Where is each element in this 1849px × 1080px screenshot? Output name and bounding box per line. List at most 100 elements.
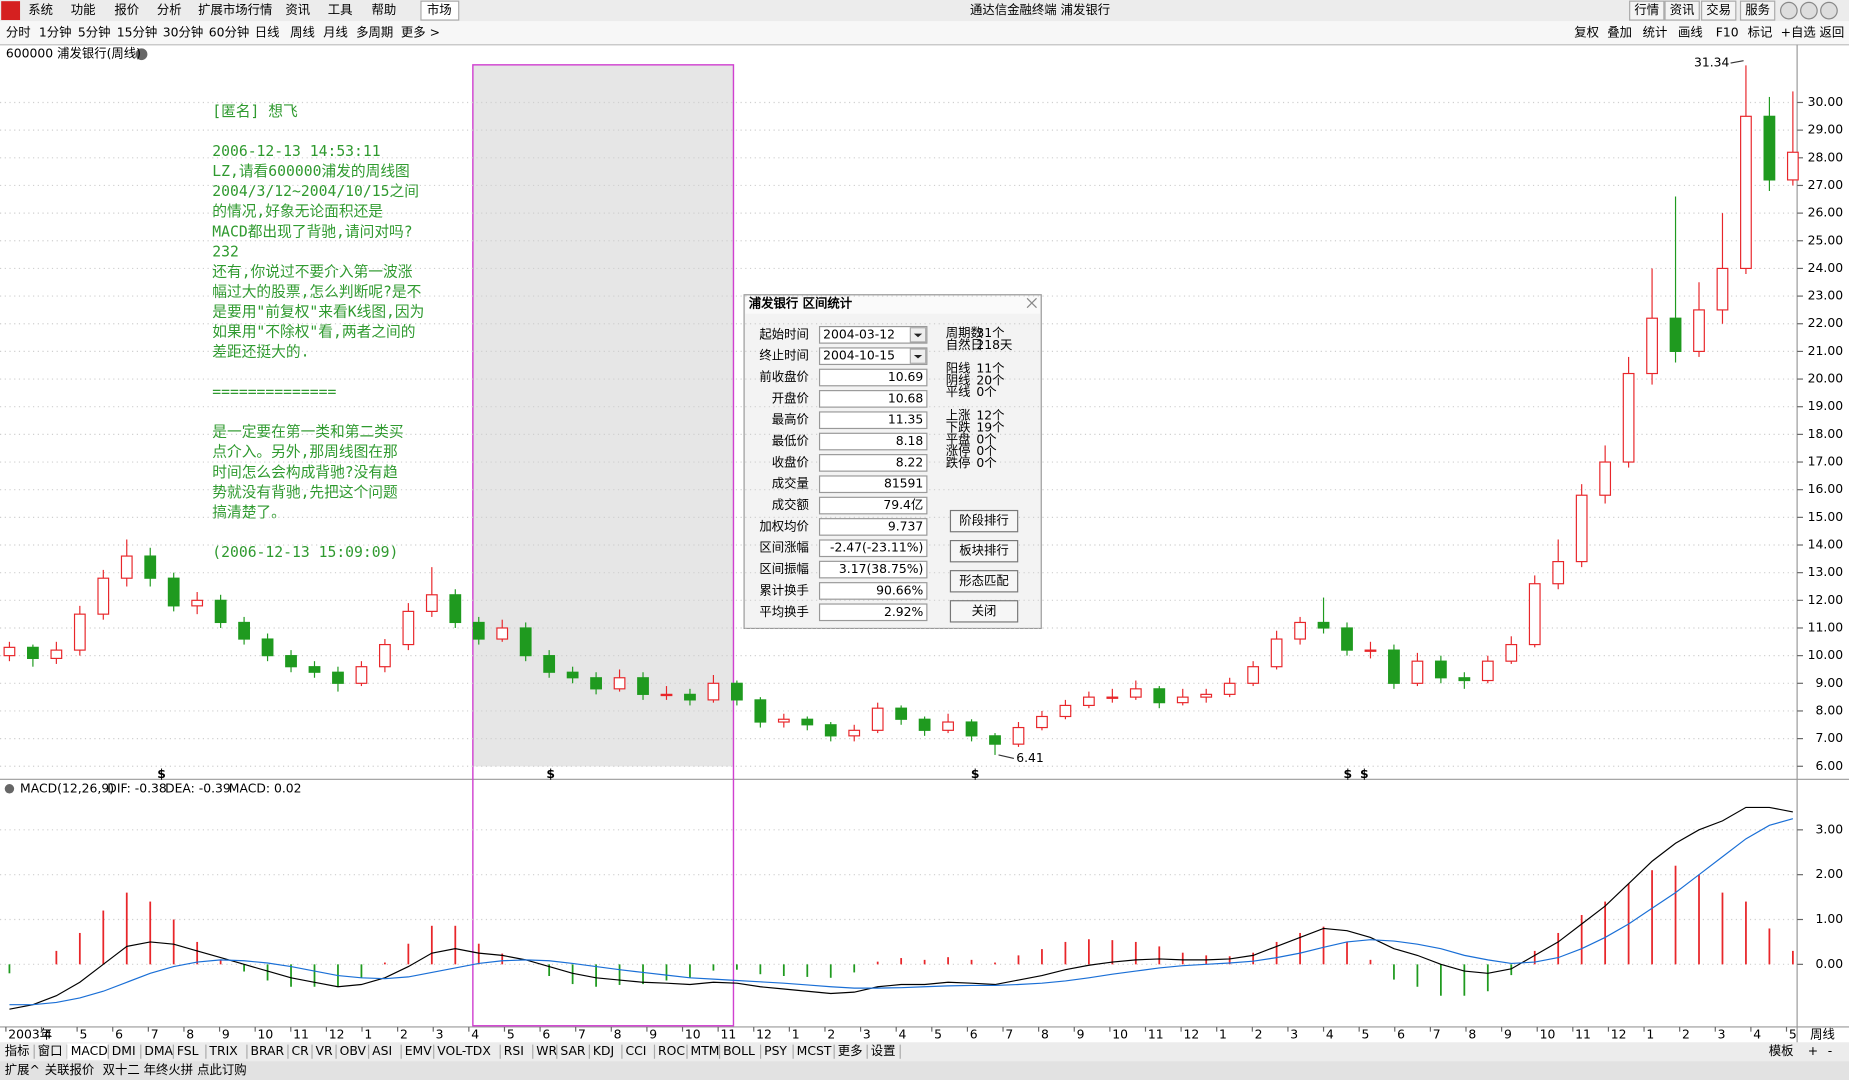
top-button-label[interactable]: 交易: [1706, 2, 1731, 17]
tool-button[interactable]: 统计: [1643, 26, 1668, 40]
indicator-tab[interactable]: SAR: [560, 1044, 586, 1058]
dialog-button[interactable]: [949, 509, 1019, 533]
indicator-tab[interactable]: VR: [316, 1044, 333, 1058]
status-item[interactable]: 扩展^: [5, 1063, 40, 1077]
indicator-tab[interactable]: DMI: [112, 1044, 136, 1058]
indicator-tab[interactable]: WR: [536, 1044, 557, 1058]
x-tick-label: 4: [899, 1028, 907, 1042]
menu-item[interactable]: 工具: [328, 3, 353, 17]
tab-tool[interactable]: -: [1828, 1044, 1832, 1058]
indicator-tab[interactable]: BOLL: [723, 1044, 755, 1058]
tool-button[interactable]: 返回: [1820, 26, 1845, 40]
indicator-tab[interactable]: TRIX: [208, 1044, 238, 1058]
indicator-tab[interactable]: 设置: [871, 1043, 896, 1058]
x-tick-label: 2: [1255, 1028, 1263, 1042]
indicator-tab[interactable]: MCST: [797, 1044, 832, 1058]
menu-item[interactable]: 帮助: [371, 3, 396, 17]
top-button[interactable]: [1664, 0, 1700, 21]
dialog-button-label[interactable]: 形态匹配: [959, 574, 1009, 588]
window-control[interactable]: [1780, 1, 1798, 20]
indicator-tab[interactable]: MACD: [71, 1044, 108, 1058]
stat-value: 12个: [976, 409, 1004, 423]
status-item[interactable]: 双十二 年终火拼 点此订购: [103, 1062, 247, 1077]
menu-item[interactable]: 扩展市场行情: [198, 2, 272, 17]
candle-body: [1176, 696, 1189, 704]
y-tick-label: 7.00: [1816, 731, 1844, 745]
menu-item[interactable]: 功能: [71, 3, 96, 17]
period-tab[interactable]: 5分钟: [78, 25, 111, 40]
dropdown-arrow[interactable]: [913, 333, 923, 338]
top-button[interactable]: [1629, 0, 1665, 21]
dialog-button-label[interactable]: 关闭: [972, 604, 997, 618]
top-button-label[interactable]: 服务: [1745, 2, 1770, 17]
period-tab[interactable]: 多周期: [356, 26, 393, 40]
tool-button[interactable]: 叠加: [1607, 26, 1632, 40]
candle-body: [402, 610, 415, 646]
x-tick-label: 6: [970, 1028, 978, 1042]
period-tab[interactable]: 60分钟: [209, 25, 250, 40]
period-tab[interactable]: 15分钟: [117, 25, 158, 40]
period-tab[interactable]: 30分钟: [163, 25, 204, 40]
x-tick-label: 11: [1575, 1028, 1591, 1042]
indicator-tab[interactable]: DMA: [144, 1044, 173, 1058]
min-arrow: [998, 754, 1015, 760]
indicator-tab[interactable]: CCI: [625, 1044, 646, 1058]
period-tab[interactable]: 更多 >: [401, 26, 440, 40]
indicator-tab[interactable]: 指标: [5, 1043, 30, 1058]
top-button-label[interactable]: 资讯: [1670, 3, 1695, 17]
top-button-label[interactable]: 行情: [1634, 3, 1659, 17]
tool-button[interactable]: F10: [1716, 26, 1739, 40]
period-tab[interactable]: 1分钟: [39, 25, 72, 40]
indicator-tab[interactable]: RSI: [504, 1044, 524, 1058]
dropdown-arrow[interactable]: [913, 355, 923, 359]
note-line: 的情况,好象无论面积还是: [212, 203, 383, 220]
dialog-button[interactable]: [949, 570, 1019, 593]
menu-item[interactable]: 系统: [28, 3, 53, 17]
period-tab[interactable]: 月线: [323, 26, 348, 40]
indicator-tab[interactable]: 更多: [838, 1044, 863, 1058]
tool-button[interactable]: 画线: [1678, 26, 1703, 40]
indicator-tab[interactable]: ASI: [372, 1044, 392, 1058]
status-item[interactable]: 关联报价: [45, 1062, 95, 1077]
top-button[interactable]: [1701, 0, 1737, 21]
tool-button[interactable]: 复权: [1574, 25, 1599, 40]
menu-item[interactable]: 报价: [114, 2, 139, 17]
indicator-tab[interactable]: KDJ: [593, 1044, 614, 1058]
indicator-tab[interactable]: PSY: [764, 1044, 787, 1058]
period-tab[interactable]: 日线: [255, 26, 280, 40]
indicator-tab[interactable]: ROC: [658, 1044, 685, 1058]
indicator-tab[interactable]: 窗口: [38, 1044, 63, 1058]
dialog-button-label[interactable]: 阶段排行: [959, 513, 1009, 528]
window-control[interactable]: [1820, 1, 1838, 20]
dialog-button-label[interactable]: 板块排行: [959, 544, 1009, 558]
tab-tool[interactable]: 模板: [1769, 1044, 1794, 1058]
x-tick-label: 4: [44, 1028, 52, 1042]
period-tab[interactable]: 分时: [6, 26, 31, 40]
dialog-button[interactable]: [949, 600, 1019, 623]
field-label: 最低价: [772, 434, 809, 448]
dialog-button[interactable]: [949, 540, 1019, 563]
indicator-tab[interactable]: VOL-TDX: [437, 1044, 491, 1058]
period-tab[interactable]: 周线: [290, 26, 315, 40]
tab-tool[interactable]: +: [1808, 1044, 1818, 1058]
indicator-tab[interactable]: MTM: [691, 1044, 720, 1058]
indicator-tab[interactable]: BRAR: [250, 1044, 284, 1058]
indicator-tab[interactable]: OBV: [340, 1044, 367, 1058]
menu-item[interactable]: 资讯: [285, 3, 310, 17]
menu-item[interactable]: 分析: [157, 3, 182, 17]
y-tick-label: 28.00: [1808, 150, 1844, 164]
y-tick-label: 6.00: [1816, 759, 1844, 773]
indicator-tab[interactable]: FSL: [177, 1044, 199, 1058]
tool-button[interactable]: +自选: [1781, 26, 1816, 40]
tool-button[interactable]: 标记: [1748, 26, 1773, 40]
dialog-close-icon[interactable]: [1026, 297, 1037, 309]
y-tick-label: 20.00: [1808, 372, 1844, 386]
menu-item[interactable]: 市场: [427, 2, 452, 17]
top-button[interactable]: [1739, 0, 1776, 21]
min-label: 6.41: [1016, 751, 1044, 765]
indicator-tab[interactable]: CR: [292, 1044, 310, 1058]
note-line: 差距还挺大的.: [212, 344, 309, 361]
indicator-tab[interactable]: EMV: [405, 1044, 432, 1058]
window-control[interactable]: [1800, 1, 1818, 20]
candle-body: [144, 555, 157, 579]
